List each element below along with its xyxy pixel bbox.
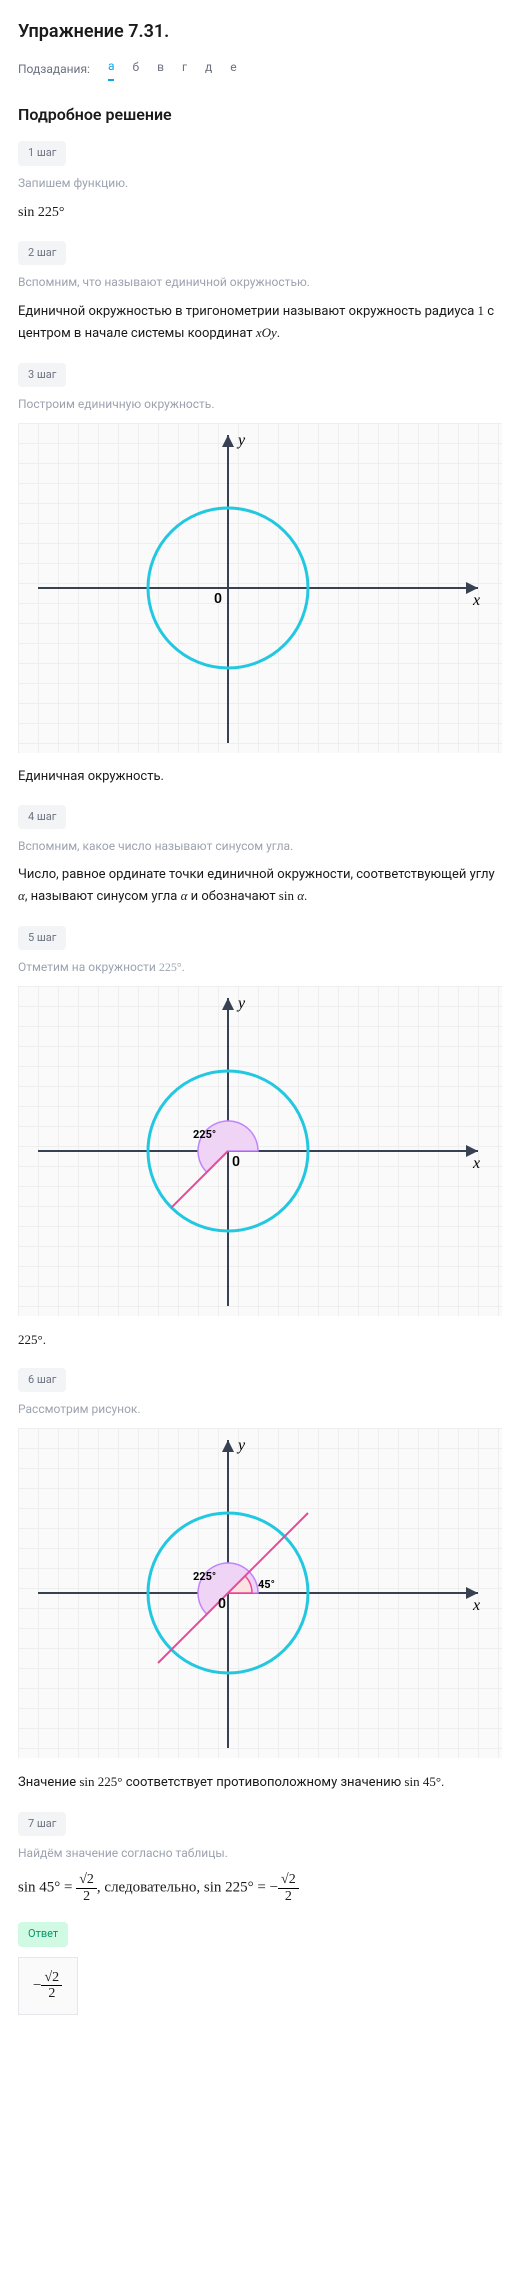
graph-svg: x y 0 225° 45° [18,1428,502,1758]
graph-caption: Единичная окружность. [18,767,502,787]
graph-svg: x y 0 225° [18,986,502,1316]
unit-circle-225-graph: x y 0 225° [18,986,502,1316]
step-body: Значение sin 225° соответствует противоп… [18,1772,502,1794]
label-origin: 0 [232,1154,240,1170]
step-desc: Вспомним, что называют единичной окружно… [18,273,502,291]
diameter-line [158,1513,308,1663]
step-body: Число, равное ординате точки единичной о… [18,865,502,908]
label-origin: 0 [218,1596,226,1612]
answer-section: Ответ −√22 [18,1922,502,2014]
step-2: 2 шаг Вспомним, что называют единичной о… [18,241,502,345]
step-badge: 4 шаг [18,805,66,830]
step-desc: Найдём значение согласно таблицы. [18,1844,502,1862]
step-badge: 6 шаг [18,1368,66,1393]
step-badge: 5 шаг [18,926,66,951]
label-y: y [236,995,246,1012]
subtask-v[interactable]: в [157,58,164,80]
unit-circle-225-45-graph: x y 0 225° 45° [18,1428,502,1758]
step-desc: Рассмотрим рисунок. [18,1400,502,1418]
label-origin: 0 [214,591,222,607]
step-badge: 3 шаг [18,363,66,388]
subtask-g[interactable]: г [182,58,187,80]
step-badge: 7 шаг [18,1812,66,1837]
subtask-a[interactable]: а [108,57,115,81]
step-1: 1 шаг Запишем функцию. sin 225° [18,141,502,223]
step-desc: Вспомним, какое число называют синусом у… [18,837,502,855]
answer-box: −√22 [18,1957,78,2015]
subtask-e[interactable]: е [230,58,236,80]
step-desc: Построим единичную окружность. [18,395,502,413]
page-title: Упражнение 7.31. [18,18,502,45]
subtasks-nav: Подзадания: а б в г д е [18,57,502,81]
subtask-d[interactable]: д [205,58,212,80]
step-5: 5 шаг Отметим на окружности 225°. x y 0 … [18,926,502,1350]
step-desc: Отметим на окружности 225°. [18,958,502,976]
section-title: Подробное решение [18,103,502,127]
graph-svg: x y 0 [18,423,502,753]
step-4: 4 шаг Вспомним, какое число называют син… [18,805,502,908]
angle-label-45: 45° [258,1578,275,1591]
label-x: x [472,592,480,609]
label-x: x [472,1155,480,1172]
step-3: 3 шаг Построим единичную окружность. x y… [18,363,502,787]
step-body: Единичной окружностью в тригонометрии на… [18,301,502,345]
answer-badge: Ответ [18,1922,68,1947]
subtasks-label: Подзадания: [18,60,90,78]
math-expr: sin 45° = √22, следовательно, sin 225° =… [18,1872,502,1904]
step-7: 7 шаг Найдём значение согласно таблицы. … [18,1812,502,1904]
step-badge: 2 шаг [18,241,66,266]
step-6: 6 шаг Рассмотрим рисунок. x y 0 225° 45°… [18,1368,502,1794]
step-badge: 1 шаг [18,141,66,166]
graph-caption: 225°. [18,1330,502,1350]
label-x: x [472,1597,480,1614]
label-y: y [236,1437,246,1454]
unit-circle-graph: x y 0 [18,423,502,753]
subtask-b[interactable]: б [132,58,139,80]
math-expr: sin 225° [18,202,502,223]
angle-label-225: 225° [193,1128,216,1141]
label-y: y [236,432,246,449]
step-desc: Запишем функцию. [18,174,502,192]
angle-label-225: 225° [193,1570,216,1583]
